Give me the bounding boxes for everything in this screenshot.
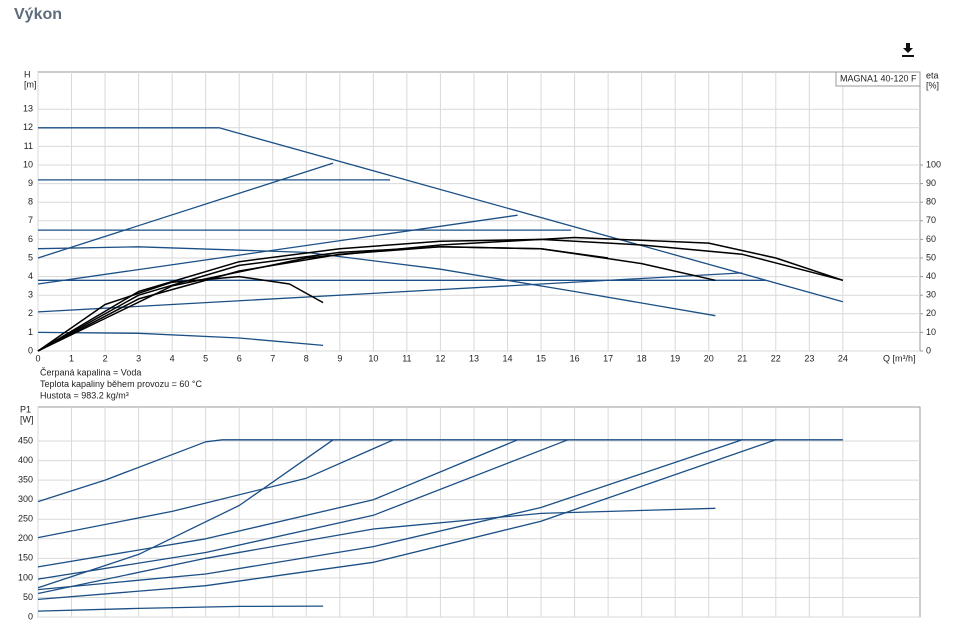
curve (37, 439, 394, 539)
x-axis-label: Q [m³/h] (883, 353, 916, 363)
y-tick-label: 450 (18, 435, 33, 445)
x-tick-label: 22 (771, 353, 781, 363)
curve (37, 236, 844, 352)
curve (37, 272, 743, 313)
curve (38, 127, 844, 303)
note: Čerpaná kapalina = Voda (40, 367, 141, 377)
legend-text: MAGNA1 40-120 F (840, 73, 917, 83)
x-tick-label: 5 (203, 353, 208, 363)
y-tick-label: 250 (18, 514, 33, 524)
x-tick-label: 9 (337, 353, 342, 363)
download-bar[interactable] (902, 55, 914, 57)
x-tick-label: 10 (368, 353, 378, 363)
y-tick-label: 0 (28, 345, 33, 355)
curve (37, 246, 609, 352)
x-tick-label: 17 (603, 353, 613, 363)
y2-tick-label: 30 (926, 290, 936, 300)
y2-tick-label: 0 (926, 345, 931, 355)
x-tick-label: 21 (737, 353, 747, 363)
y-tick-label: 4 (28, 271, 33, 281)
legend-box (835, 71, 921, 87)
y-tick-label: 12 (23, 122, 33, 132)
download-icon[interactable] (901, 40, 915, 58)
x-tick-label: 4 (170, 353, 175, 363)
y-tick-label: 6 (28, 234, 33, 244)
y2-tick-label: 40 (926, 271, 936, 281)
y-tick-label: 150 (18, 553, 33, 563)
curve (37, 439, 518, 568)
y-tick-label: 350 (18, 475, 33, 485)
y-tick-label: 0 (28, 611, 33, 621)
x-tick-label: 14 (502, 353, 512, 363)
y-tick-label: 7 (28, 215, 33, 225)
note: Hustota = 983.2 kg/m³ (40, 390, 129, 400)
y-axis-label: P1 (20, 404, 31, 414)
x-tick-label: 2 (103, 353, 108, 363)
x-tick-label: 12 (435, 353, 445, 363)
y2-tick-label: 50 (926, 252, 936, 262)
y2-axis-label: eta (926, 70, 939, 80)
curve (37, 605, 324, 612)
x-tick-label: 7 (270, 353, 275, 363)
x-tick-label: 3 (136, 353, 141, 363)
curve (37, 439, 777, 601)
curve (37, 331, 324, 347)
y2-tick-label: 100 (926, 159, 941, 169)
y-tick-label: 8 (28, 197, 33, 207)
y-tick-label: 11 (24, 141, 33, 151)
x-tick-label: 18 (637, 353, 647, 363)
x-tick-label: 15 (536, 353, 546, 363)
y-axis-label: [W] (20, 414, 34, 424)
y2-tick-label: 10 (926, 327, 936, 337)
page-title: Výkon (14, 6, 63, 23)
y-tick-label: 10 (23, 159, 33, 169)
y2-tick-label: 60 (926, 234, 936, 244)
curve (37, 507, 716, 595)
curve (37, 439, 569, 580)
y-tick-label: 50 (23, 592, 33, 602)
x-tick-label: 0 (35, 353, 40, 363)
y2-axis-label: [%] (926, 80, 939, 90)
x-tick-label: 13 (469, 353, 479, 363)
y-tick-label: 300 (18, 494, 33, 504)
y2-tick-label: 80 (926, 197, 936, 207)
y2-tick-label: 90 (926, 178, 936, 188)
x-tick-label: 11 (402, 353, 411, 363)
curve (37, 214, 518, 285)
curve (37, 439, 743, 591)
curve (37, 162, 334, 259)
y-tick-label: 9 (28, 178, 33, 188)
x-tick-label: 8 (304, 353, 309, 363)
y2-tick-label: 20 (926, 308, 936, 318)
y-tick-label: 5 (28, 252, 33, 262)
y-tick-label: 1 (28, 327, 33, 337)
y-axis-label: [m] (24, 79, 37, 89)
download-arrow[interactable] (903, 43, 913, 53)
x-tick-label: 1 (69, 353, 74, 363)
y-axis-label: H (24, 69, 31, 79)
curve (37, 238, 844, 352)
y-tick-label: 400 (18, 455, 33, 465)
x-tick-label: 16 (570, 353, 580, 363)
x-tick-label: 6 (237, 353, 242, 363)
x-tick-label: 24 (838, 353, 848, 363)
curve (37, 439, 843, 503)
plot-area (37, 71, 921, 352)
x-tick-label: 19 (670, 353, 680, 363)
y-tick-label: 100 (18, 572, 33, 582)
y-tick-label: 3 (28, 290, 33, 300)
y2-tick-label: 70 (926, 215, 936, 225)
note: Teplota kapaliny během provozu = 60 °C (40, 379, 202, 389)
x-tick-label: 23 (804, 353, 814, 363)
y-tick-label: 2 (28, 308, 33, 318)
x-tick-label: 20 (704, 353, 714, 363)
y-tick-label: 200 (18, 533, 33, 543)
y-tick-label: 13 (23, 104, 33, 114)
curve (37, 246, 716, 317)
